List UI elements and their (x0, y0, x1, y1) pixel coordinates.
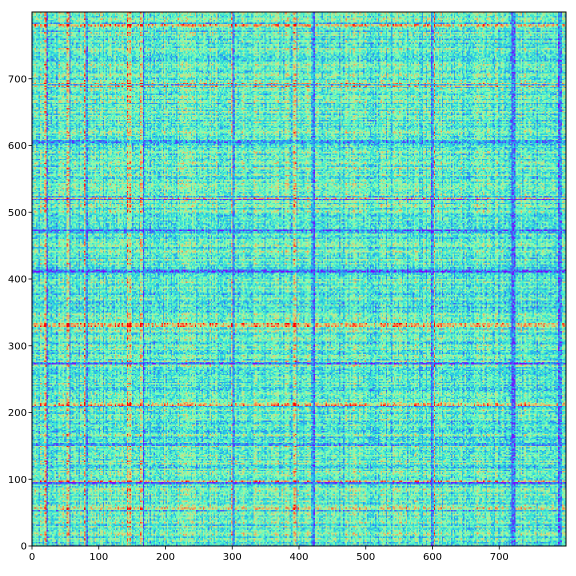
y-tick-label: 0 (21, 542, 27, 553)
x-tick-label: 300 (223, 552, 242, 563)
plot-area (31, 11, 567, 547)
y-tick-label: 400 (8, 275, 27, 286)
y-tick-label: 700 (8, 74, 27, 85)
y-tick-label: 200 (8, 408, 27, 419)
y-tick-label: 600 (8, 141, 27, 152)
y-tick-label: 100 (8, 475, 27, 486)
x-tick-label: 500 (356, 552, 375, 563)
y-tick-label: 300 (8, 341, 27, 352)
x-tick-label: 400 (289, 552, 308, 563)
x-tick-label: 700 (490, 552, 509, 563)
heatmap-image (32, 12, 566, 546)
x-tick-label: 100 (89, 552, 108, 563)
x-axis: 0 100 200 300 400 500 600 700 (29, 546, 509, 563)
x-tick-label: 200 (156, 552, 175, 563)
y-axis: 0 100 200 300 400 500 600 700 (8, 74, 32, 553)
y-tick-label: 500 (8, 208, 27, 219)
x-tick-label: 0 (29, 552, 35, 563)
x-tick-label: 600 (423, 552, 442, 563)
